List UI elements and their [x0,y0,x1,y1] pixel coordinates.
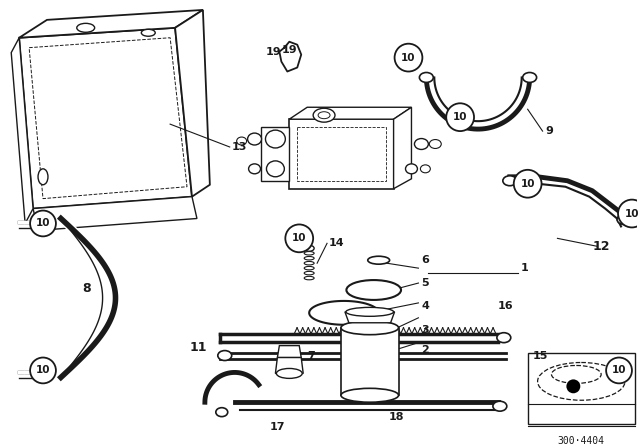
Polygon shape [175,10,210,197]
Ellipse shape [266,161,284,177]
Polygon shape [277,345,301,358]
Ellipse shape [415,138,428,150]
Polygon shape [289,107,412,119]
Ellipse shape [617,215,631,224]
Text: 10: 10 [625,208,639,219]
Text: 2: 2 [421,345,429,354]
Circle shape [446,103,474,131]
Ellipse shape [429,139,441,148]
Text: 16: 16 [498,301,513,311]
Polygon shape [341,328,399,395]
Circle shape [30,358,56,383]
Text: 10: 10 [292,233,307,243]
Text: 13: 13 [232,142,247,152]
Circle shape [285,224,313,252]
Polygon shape [289,119,394,189]
Polygon shape [12,38,33,224]
Circle shape [618,200,640,228]
Ellipse shape [38,169,48,185]
Text: 17: 17 [269,422,285,432]
Text: 19: 19 [266,47,282,56]
Ellipse shape [406,164,417,174]
Ellipse shape [313,108,335,122]
Ellipse shape [248,133,262,145]
Ellipse shape [368,256,390,264]
Polygon shape [345,312,395,323]
Polygon shape [527,353,635,424]
Circle shape [514,170,541,198]
Ellipse shape [419,73,433,82]
Polygon shape [19,10,203,38]
Ellipse shape [141,29,156,36]
Ellipse shape [218,351,232,361]
Ellipse shape [304,251,314,255]
Text: 1: 1 [521,263,529,273]
Ellipse shape [497,333,511,343]
Ellipse shape [523,73,536,82]
Ellipse shape [276,368,302,379]
Ellipse shape [341,388,399,402]
Ellipse shape [304,246,314,251]
Circle shape [30,211,56,237]
Polygon shape [33,197,197,230]
Text: 10: 10 [612,366,627,375]
Ellipse shape [346,307,394,316]
Ellipse shape [503,176,516,186]
Text: 15: 15 [532,350,548,361]
Circle shape [395,44,422,72]
Ellipse shape [420,165,430,173]
Ellipse shape [304,276,314,280]
Ellipse shape [341,321,399,335]
Text: 10: 10 [401,52,416,63]
Ellipse shape [318,112,330,119]
Text: 10: 10 [36,219,51,228]
Text: 12: 12 [592,240,610,253]
Ellipse shape [77,23,95,32]
Text: 9: 9 [545,126,554,136]
Text: 6: 6 [421,255,429,265]
Ellipse shape [552,366,601,383]
Text: 300·4404: 300·4404 [558,436,605,446]
Text: 3: 3 [421,325,429,335]
Text: 7: 7 [307,350,315,361]
Ellipse shape [538,362,625,400]
Polygon shape [19,28,192,209]
Ellipse shape [346,280,401,300]
Text: 4: 4 [421,301,429,311]
Circle shape [566,379,580,393]
Ellipse shape [493,401,507,411]
Text: 19: 19 [282,45,297,55]
Polygon shape [394,107,412,189]
Ellipse shape [304,267,314,270]
Text: 10: 10 [36,366,51,375]
Polygon shape [262,127,289,181]
Ellipse shape [304,262,314,265]
Ellipse shape [248,164,260,174]
Text: 5: 5 [421,278,429,288]
Text: 10: 10 [453,112,467,122]
Ellipse shape [304,257,314,260]
Text: 14: 14 [329,238,345,248]
Text: 18: 18 [388,412,404,422]
Polygon shape [275,358,303,374]
Ellipse shape [216,408,228,417]
Text: 8: 8 [83,281,92,294]
Text: 11: 11 [190,341,207,354]
Ellipse shape [304,271,314,275]
Circle shape [606,358,632,383]
Ellipse shape [266,130,285,148]
Ellipse shape [237,137,246,145]
Text: 10: 10 [520,179,535,189]
